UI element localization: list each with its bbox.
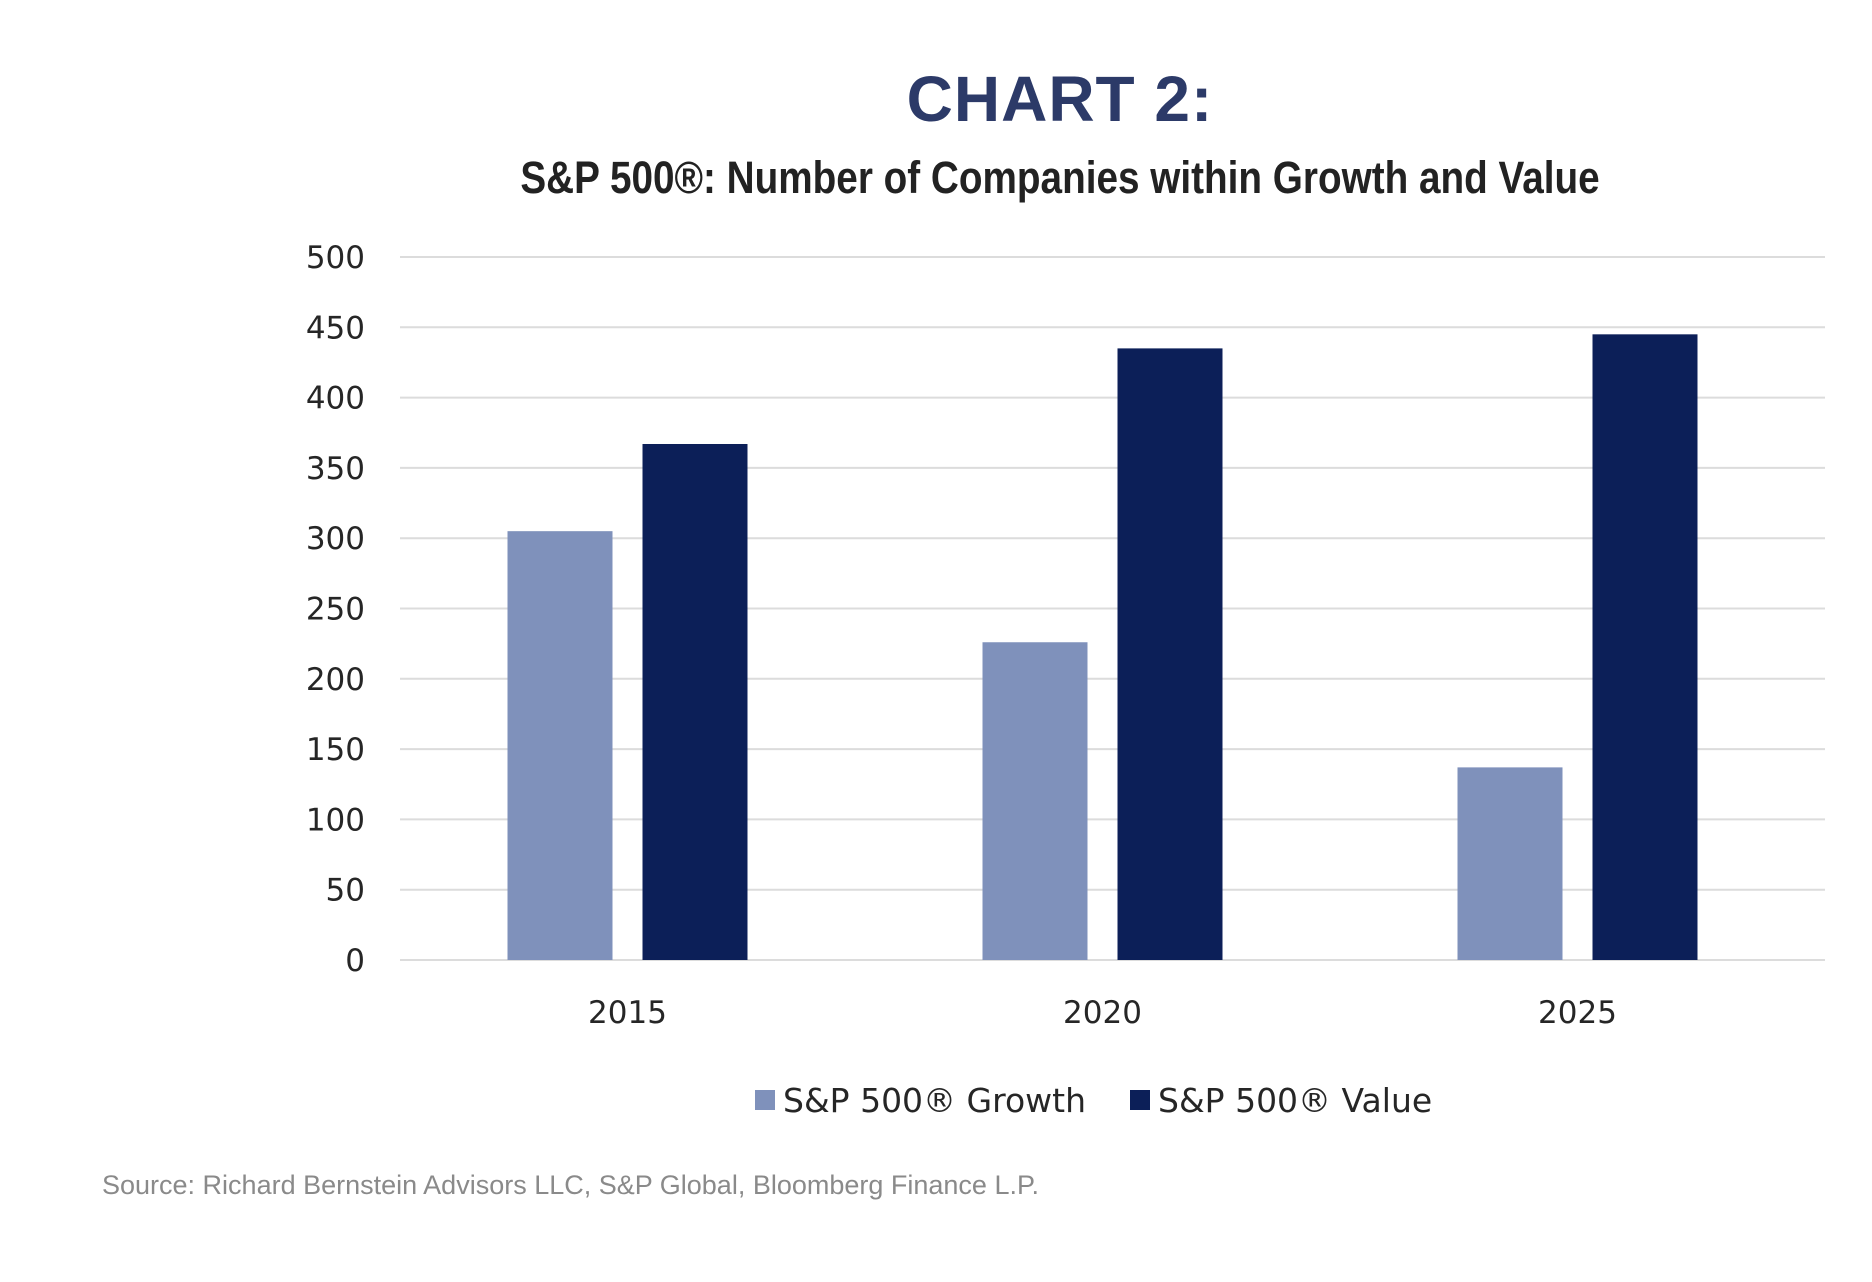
bar-value-2025 xyxy=(1592,334,1698,961)
y-axis-ticks: 0 50 100 150 200 250 300 350 400 450 500 xyxy=(306,240,365,979)
legend-label: S&P 500® Growth xyxy=(783,1080,1086,1120)
bars xyxy=(507,334,1698,961)
legend-item-value: S&P 500® Value xyxy=(1130,1075,1432,1125)
bar-growth-2025 xyxy=(1457,767,1563,960)
chart-heading: CHART 2: xyxy=(906,63,1214,135)
y-tick-label: 0 xyxy=(345,943,365,979)
x-tick-label: 2020 xyxy=(1063,995,1142,1031)
x-axis-ticks: 2015 2020 2025 xyxy=(588,995,1617,1031)
x-tick-label: 2025 xyxy=(1538,995,1617,1031)
y-tick-label: 500 xyxy=(306,240,365,276)
chart-title: S&P 500®: Number of Companies within Gro… xyxy=(520,152,1600,203)
y-tick-label: 200 xyxy=(306,662,365,698)
y-tick-label: 150 xyxy=(306,732,365,768)
y-tick-label: 50 xyxy=(326,873,365,909)
y-tick-label: 300 xyxy=(306,521,365,557)
legend: S&P 500® Growth S&P 500® Value xyxy=(0,1075,1872,1125)
y-tick-label: 100 xyxy=(306,802,365,838)
legend-item-growth: S&P 500® Growth xyxy=(755,1075,1086,1125)
source-note: Source: Richard Bernstein Advisors LLC, … xyxy=(102,1170,1039,1200)
legend-swatch xyxy=(1130,1090,1150,1110)
bar-growth-2015 xyxy=(507,531,613,960)
legend-swatch xyxy=(755,1090,775,1110)
x-tick-label: 2015 xyxy=(588,995,667,1031)
y-tick-label: 450 xyxy=(306,310,365,346)
bar-value-2020 xyxy=(1117,348,1223,960)
y-tick-label: 250 xyxy=(306,592,365,628)
legend-label: S&P 500® Value xyxy=(1158,1080,1433,1120)
y-tick-label: 400 xyxy=(306,381,365,417)
bar-value-2015 xyxy=(642,443,748,960)
gridlines xyxy=(400,256,1825,961)
y-tick-label: 350 xyxy=(306,451,365,487)
bar-growth-2020 xyxy=(982,642,1088,960)
